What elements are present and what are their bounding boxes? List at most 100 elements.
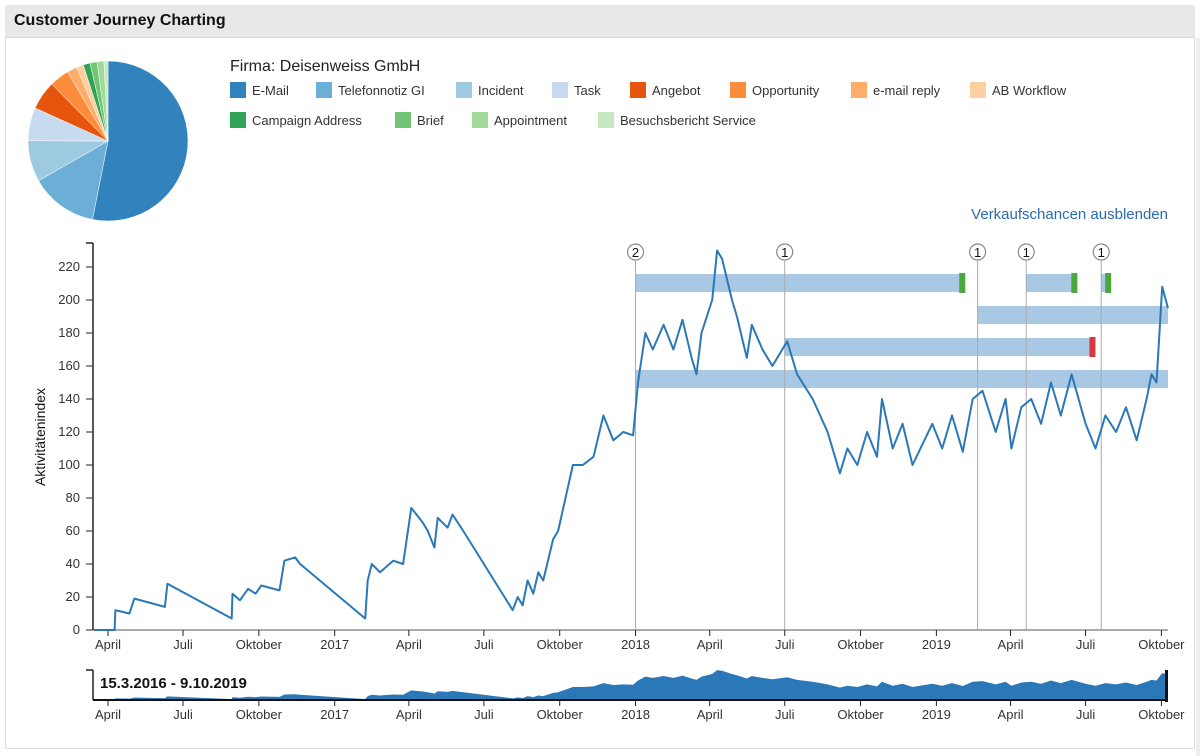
opportunity-status-marker (1105, 273, 1112, 293)
opportunity-status-marker (1089, 337, 1096, 357)
x-tick-label: Juli (1076, 637, 1096, 652)
milestone-badge[interactable]: 1 (776, 243, 794, 261)
legend-item[interactable]: Task (552, 82, 601, 98)
x-tick-label-navigator: Oktober (537, 707, 584, 722)
x-tick-label: Juli (775, 637, 795, 652)
x-tick-label-navigator: April (396, 707, 422, 722)
milestone-count: 1 (974, 245, 981, 260)
legend-item[interactable]: Campaign Address (230, 112, 362, 128)
legend-item[interactable]: Besuchsbericht Service (598, 112, 756, 128)
x-tick-label: 2018 (621, 637, 650, 652)
milestone-circle (968, 243, 987, 261)
legend-swatch (395, 112, 411, 128)
milestone-badge[interactable]: 1 (1017, 243, 1035, 261)
legend-label: Besuchsbericht Service (620, 112, 756, 128)
x-tick-label: Juli (474, 637, 494, 652)
legend-swatch (630, 82, 646, 98)
toggle-opportunities-link[interactable]: Verkaufschancen ausblenden (971, 206, 1168, 223)
legend-label: Appointment (494, 112, 567, 128)
date-range-label: 15.3.2016 - 9.10.2019 (100, 675, 247, 692)
legend-swatch (456, 82, 472, 98)
opportunity-bar (1026, 274, 1078, 292)
opportunity-bar (635, 274, 966, 292)
scrollbar[interactable] (1196, 38, 1200, 756)
milestone-count: 1 (1098, 245, 1105, 260)
legend-label: AB Workflow (992, 82, 1067, 98)
pie-slice (92, 60, 189, 222)
y-tick-label: 220 (58, 259, 80, 274)
legend-label: Task (574, 82, 601, 98)
legend-swatch (851, 82, 867, 98)
milestone-count: 2 (632, 245, 639, 260)
x-tick-label-navigator: 2017 (320, 707, 349, 722)
x-tick-label: Oktober (837, 637, 884, 652)
legend-item[interactable]: Brief (395, 112, 444, 128)
x-tick-label: 2019 (922, 637, 951, 652)
y-tick-label: 20 (66, 589, 80, 604)
y-tick-label: 160 (58, 358, 80, 373)
milestone-badge[interactable]: 1 (968, 243, 987, 261)
pie-slice (38, 140, 109, 220)
legend-label: Incident (478, 82, 524, 98)
x-tick-label-navigator: Juli (173, 707, 193, 722)
legend-swatch (230, 112, 246, 128)
x-tick-label-navigator: Oktober (837, 707, 884, 722)
opportunity-bar (784, 338, 1096, 356)
legend-label: Telefonnotiz GI (338, 82, 425, 98)
x-tick-label-navigator: Juli (474, 707, 494, 722)
y-tick-label: 120 (58, 424, 80, 439)
legend-swatch (316, 82, 332, 98)
x-tick-label: Juli (173, 637, 193, 652)
legend-item[interactable]: Appointment (472, 112, 567, 128)
y-tick-label: 80 (66, 490, 80, 505)
x-tick-label: April (396, 637, 422, 652)
legend-swatch (230, 82, 246, 98)
x-tick-label-navigator: Oktober (236, 707, 283, 722)
activity-line (94, 249, 1169, 631)
navigator-area (94, 670, 1168, 700)
y-tick-label: 200 (58, 292, 80, 307)
x-tick-label-navigator: 2018 (621, 707, 650, 722)
x-tick-label-navigator: April (95, 707, 121, 722)
x-tick-label: Oktober (236, 637, 283, 652)
x-tick-label-navigator: April (697, 707, 723, 722)
x-tick-label-navigator: Oktober (1138, 707, 1185, 722)
legend-item[interactable]: Incident (456, 82, 524, 98)
legend-item[interactable]: E-Mail (230, 82, 289, 98)
panel-header: Customer Journey Charting (5, 5, 1195, 38)
legend-label: Campaign Address (252, 112, 362, 128)
panel-title: Customer Journey Charting (14, 12, 226, 29)
milestone-circle (1017, 243, 1035, 261)
legend-label: Angebot (652, 82, 701, 98)
milestone-circle (626, 243, 645, 261)
legend-item[interactable]: Telefonnotiz GI (316, 82, 425, 98)
legend-item[interactable]: Opportunity (730, 82, 819, 98)
legend-label: Opportunity (752, 82, 820, 98)
y-tick-label: 100 (58, 457, 80, 472)
x-tick-label: April (697, 637, 723, 652)
pie-slice (103, 60, 109, 142)
legend-item[interactable]: Angebot (630, 82, 700, 98)
navigator-brush-handle[interactable] (1165, 670, 1168, 702)
milestone-circle (1092, 243, 1110, 261)
milestone-count: 1 (781, 245, 788, 260)
x-tick-label-navigator: 2019 (922, 707, 951, 722)
legend-label: Brief (417, 112, 444, 128)
y-tick-label: 40 (66, 556, 80, 571)
legend-item[interactable]: AB Workflow (970, 82, 1066, 98)
y-tick-label: 180 (58, 325, 80, 340)
milestone-badge[interactable]: 1 (1092, 243, 1110, 261)
company-label: Firma: Deisenweiss GmbH (230, 58, 421, 75)
x-tick-label-navigator: April (998, 707, 1024, 722)
x-tick-label-navigator: Juli (1076, 707, 1096, 722)
x-tick-label: April (95, 637, 121, 652)
legend-item[interactable]: e-mail reply (851, 82, 940, 98)
legend-swatch (730, 82, 746, 98)
x-tick-label-navigator: Juli (775, 707, 795, 722)
milestone-circle (776, 243, 794, 261)
y-tick-label: 0 (73, 622, 80, 637)
legend-swatch (552, 82, 568, 98)
milestone-badge[interactable]: 2 (626, 243, 645, 261)
legend-swatch (598, 112, 614, 128)
